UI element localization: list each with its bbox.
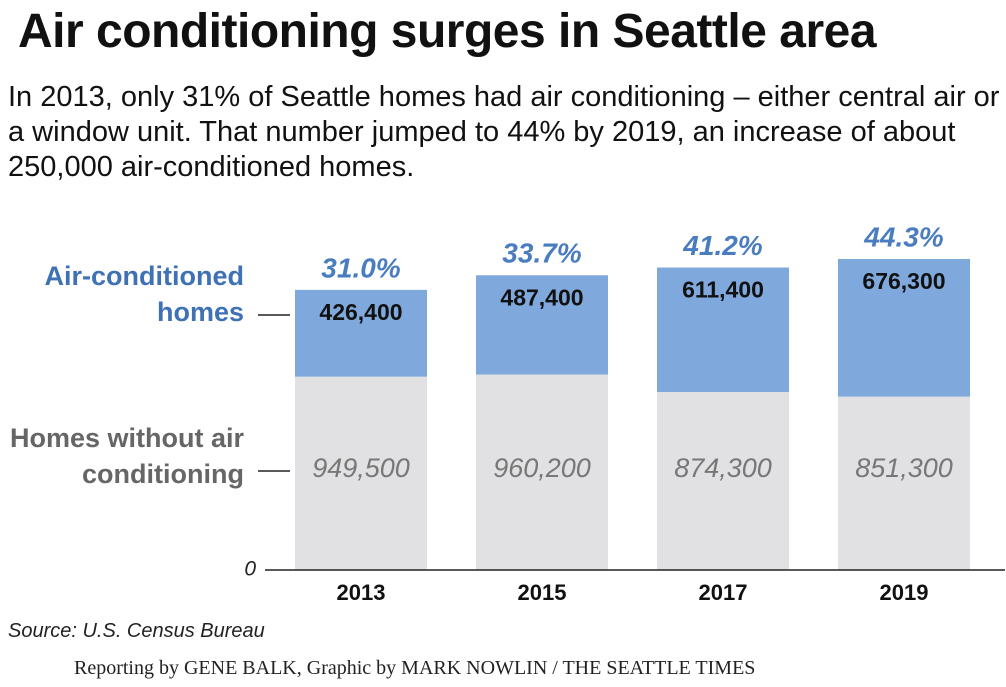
chart-subtitle: In 2013, only 31% of Seattle homes had a… [8,81,1000,183]
x-tick-label: 2017 [699,580,748,605]
value-label: 949,500 [312,453,410,483]
share-label: 44.3% [863,221,943,252]
x-tick-label: 2019 [880,580,929,605]
bar-segment [295,376,427,570]
value-label: 611,400 [682,277,764,303]
x-tick-label: 2013 [337,580,386,605]
value-label: 851,300 [855,453,953,483]
value-label: 487,400 [500,284,583,310]
bar-segment [295,289,427,377]
share-label: 33.7% [502,238,581,269]
bar-segment [838,396,970,570]
bar-segment [657,267,789,392]
share-label: 41.2% [682,230,762,261]
y-tick-label: 0 [244,558,256,581]
bar-segment [476,374,608,570]
chart-title: Air conditioning surges in Seattle area [18,5,877,58]
legend-label: Air-conditioned homes [44,261,244,327]
bar-segment [838,258,970,397]
legend-label: Homes without air conditioning [9,423,244,489]
source: Source: U.S. Census Bureau [8,620,265,642]
x-tick-label: 2015 [518,580,567,605]
credit: Reporting by GENE BALK, Graphic by MARK … [74,657,756,679]
bar-segment [657,391,789,570]
value-label: 426,400 [319,299,402,325]
value-label: 960,200 [493,453,591,483]
value-label: 874,300 [674,453,772,483]
bar-segment [476,275,608,375]
share-label: 31.0% [321,252,400,283]
value-label: 676,300 [862,268,945,294]
